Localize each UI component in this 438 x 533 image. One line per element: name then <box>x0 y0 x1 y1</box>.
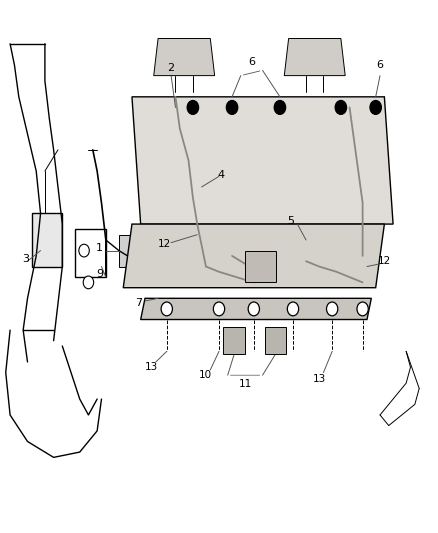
Circle shape <box>357 302 368 316</box>
Polygon shape <box>245 251 276 282</box>
Circle shape <box>326 302 338 316</box>
Circle shape <box>83 276 94 289</box>
Text: 10: 10 <box>198 370 212 380</box>
Polygon shape <box>284 38 345 76</box>
Polygon shape <box>32 214 62 266</box>
Text: 7: 7 <box>135 297 142 308</box>
Text: 6: 6 <box>377 60 384 70</box>
Circle shape <box>226 101 238 114</box>
Polygon shape <box>132 97 393 224</box>
Polygon shape <box>141 298 371 319</box>
Text: 2: 2 <box>168 63 175 72</box>
Text: 13: 13 <box>312 374 326 384</box>
Polygon shape <box>119 235 141 266</box>
Circle shape <box>274 101 286 114</box>
Circle shape <box>161 302 173 316</box>
Circle shape <box>248 302 259 316</box>
Polygon shape <box>123 224 385 288</box>
Circle shape <box>213 302 225 316</box>
Text: 12: 12 <box>158 239 171 249</box>
Text: 1: 1 <box>96 243 103 253</box>
Circle shape <box>79 244 89 257</box>
Text: 5: 5 <box>287 216 294 227</box>
Text: 4: 4 <box>218 171 225 180</box>
Circle shape <box>370 101 381 114</box>
Text: 11: 11 <box>238 379 252 389</box>
Circle shape <box>187 101 198 114</box>
Text: 9: 9 <box>96 270 103 279</box>
Polygon shape <box>265 327 286 354</box>
Text: 6: 6 <box>248 58 255 67</box>
Text: 12: 12 <box>378 256 391 266</box>
Polygon shape <box>154 38 215 76</box>
Circle shape <box>335 101 346 114</box>
Polygon shape <box>223 327 245 354</box>
Text: 3: 3 <box>22 254 29 263</box>
Circle shape <box>287 302 299 316</box>
Text: 13: 13 <box>145 362 158 372</box>
